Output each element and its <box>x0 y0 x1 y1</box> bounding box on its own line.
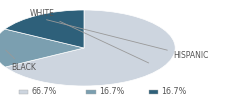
Text: WHITE: WHITE <box>30 8 149 63</box>
FancyBboxPatch shape <box>19 90 28 94</box>
Text: 66.7%: 66.7% <box>32 88 57 96</box>
FancyBboxPatch shape <box>149 90 158 94</box>
Wedge shape <box>5 10 84 48</box>
Text: BLACK: BLACK <box>6 50 36 72</box>
Wedge shape <box>0 29 84 67</box>
FancyBboxPatch shape <box>86 90 96 94</box>
Wedge shape <box>5 10 175 86</box>
Text: 16.7%: 16.7% <box>99 88 125 96</box>
Text: 16.7%: 16.7% <box>162 88 187 96</box>
Text: HISPANIC: HISPANIC <box>47 20 208 60</box>
